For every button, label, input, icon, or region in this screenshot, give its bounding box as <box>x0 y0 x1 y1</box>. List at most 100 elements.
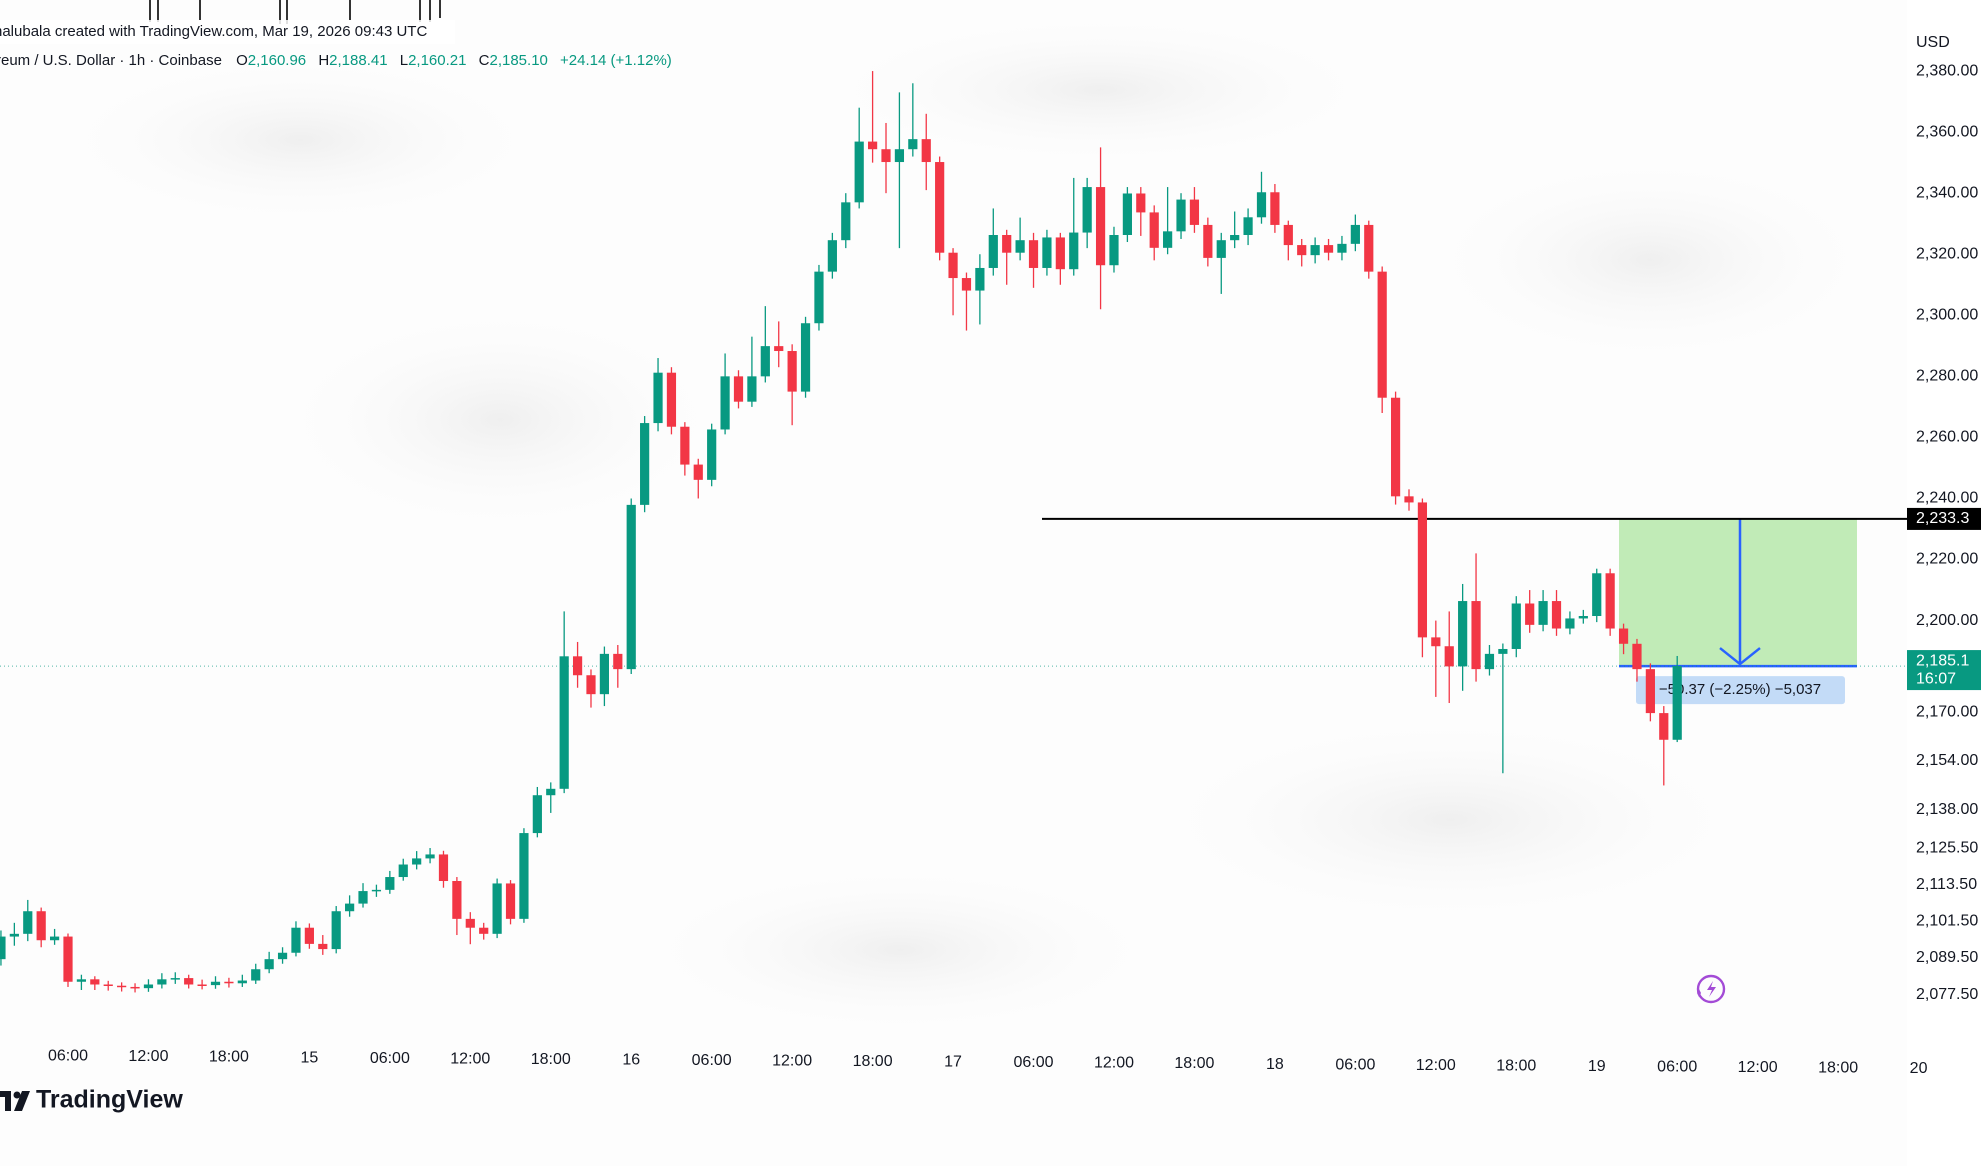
candle-body <box>345 903 355 912</box>
candle-body <box>277 952 288 960</box>
y-tick-label: 2,154.00 <box>1916 752 1978 769</box>
candle-body <box>988 235 998 268</box>
candle-body <box>1283 224 1293 246</box>
high-label: H <box>318 52 329 69</box>
candle-body <box>0 936 6 960</box>
measure-area <box>1619 518 1857 667</box>
y-tick-label: 2,260.00 <box>1916 429 1978 446</box>
candle-body <box>1350 224 1360 244</box>
candle-body <box>425 854 435 859</box>
candle-body <box>1659 713 1669 740</box>
candle-body <box>720 376 730 430</box>
candle-body <box>559 656 569 789</box>
candle-body <box>492 883 502 934</box>
candle-body <box>613 653 623 670</box>
candle-body <box>532 795 542 834</box>
candle-body <box>76 979 87 982</box>
candle-body <box>586 675 596 695</box>
y-tick-label: 2,220.00 <box>1916 551 1978 568</box>
x-tick-label: 12:00 <box>1416 1057 1456 1074</box>
measure-label: −50.37 (−2.25%) −5,037 <box>1659 681 1821 698</box>
credit-backdrop <box>0 20 455 44</box>
y-tick-label: 2,380.00 <box>1916 62 1978 79</box>
x-tick-label: 16 <box>622 1051 640 1068</box>
candle-body <box>170 978 180 980</box>
candle-body <box>331 911 341 950</box>
y-tick-label: 2,340.00 <box>1916 184 1978 201</box>
candle-body <box>854 141 864 203</box>
candle-body <box>1243 217 1253 236</box>
candle-body <box>1578 616 1588 619</box>
y-tick-label: 2,240.00 <box>1916 490 1978 507</box>
x-tick-label: 19 <box>1588 1058 1606 1075</box>
candle-body <box>1592 573 1602 617</box>
x-tick-label: 12:00 <box>772 1053 812 1070</box>
candle-body <box>546 788 556 796</box>
candle-body <box>868 141 878 150</box>
candle-body <box>1163 231 1173 248</box>
candle-body <box>760 346 770 377</box>
candle-body <box>103 984 113 986</box>
candle-body <box>23 911 33 934</box>
candle-body <box>184 978 194 985</box>
candle-body <box>1404 496 1414 503</box>
candle-body <box>1055 237 1065 270</box>
candle-body <box>505 883 516 919</box>
candle-body <box>1069 232 1079 270</box>
candle-body <box>1028 240 1039 268</box>
candle-body <box>1618 628 1629 644</box>
y-tick-label: 2,138.00 <box>1916 801 1978 818</box>
x-tick-label: 18:00 <box>1818 1060 1858 1077</box>
high-value: 2,188.41 <box>329 52 387 69</box>
candle-body <box>1042 237 1052 268</box>
candle-body <box>49 936 60 941</box>
measure-label-box <box>1636 676 1845 705</box>
x-tick-label: 06:00 <box>48 1048 88 1065</box>
measure-arrowhead <box>1719 647 1761 666</box>
candle-body <box>519 833 529 919</box>
candle-body <box>1444 646 1454 667</box>
candle-body <box>935 162 945 253</box>
x-tick-label: 18 <box>1266 1056 1284 1073</box>
candle-body <box>747 376 757 402</box>
candle-body <box>1109 235 1119 266</box>
candle-body <box>452 881 462 919</box>
candle-body <box>1256 192 1267 218</box>
candle-body <box>1337 243 1347 253</box>
y-tick-label: 2,320.00 <box>1916 245 1978 262</box>
candle-body <box>371 889 382 892</box>
candle-body <box>1525 603 1535 625</box>
candle-body <box>841 202 851 241</box>
credit: halubala created with TradingView.com, M… <box>0 23 427 40</box>
open-label: O <box>236 52 248 69</box>
candle-body <box>774 346 784 352</box>
x-tick-label: 15 <box>300 1049 318 1066</box>
candle-body <box>157 979 167 985</box>
x-tick-label: 06:00 <box>1013 1054 1053 1071</box>
candle-body <box>63 936 73 982</box>
candle-body <box>1203 224 1213 258</box>
x-tick-label: 06:00 <box>1657 1058 1697 1075</box>
candle-body <box>237 980 247 984</box>
open-value: 2,160.96 <box>248 52 306 69</box>
x-tick-label: 18:00 <box>1174 1055 1214 1072</box>
candle-body <box>1082 187 1092 233</box>
candle-body <box>1002 235 1012 253</box>
candle-body <box>1136 193 1146 213</box>
plot: −50.37 (−2.25%) −5,037 <box>0 71 1907 993</box>
symbol: reum / U.S. Dollar · 1h · Coinbase <box>0 52 222 69</box>
candle-body <box>653 372 663 424</box>
candle-body <box>143 984 154 989</box>
candle-body <box>264 959 274 970</box>
x-tick-label: 12:00 <box>1738 1059 1778 1076</box>
candle-body <box>479 927 489 934</box>
candle-body <box>251 969 261 981</box>
candle-body <box>1538 601 1548 625</box>
price-badge <box>1907 650 1981 691</box>
candle-body <box>827 240 837 272</box>
candle-body <box>572 656 583 676</box>
y-tick-label: 2,077.50 <box>1916 986 1978 1003</box>
candle-body <box>921 139 931 163</box>
candle-body <box>291 927 301 953</box>
